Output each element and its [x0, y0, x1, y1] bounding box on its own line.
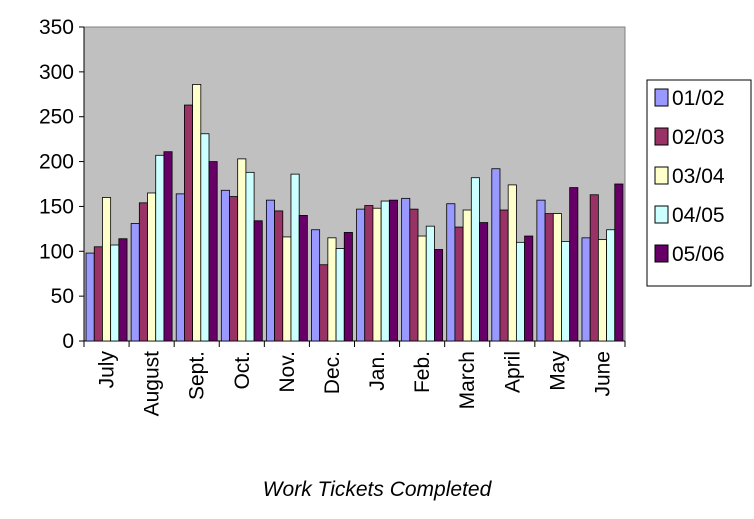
y-tick-label: 150 — [39, 195, 74, 218]
y-tick-label: 250 — [39, 106, 74, 129]
legend-label: 03/04 — [672, 165, 725, 188]
x-tick-label: June — [591, 351, 614, 397]
bar — [327, 237, 337, 342]
bar — [470, 177, 480, 342]
x-tick-label: Sept. — [186, 351, 209, 400]
x-tick-label: Feb. — [411, 351, 434, 393]
x-tick-label: Jan. — [366, 351, 389, 391]
x-tick-label: Oct. — [231, 351, 254, 390]
bar — [155, 154, 165, 342]
bar — [118, 238, 128, 342]
y-tick-label: 300 — [39, 61, 74, 84]
bar — [515, 241, 525, 342]
bar — [561, 241, 571, 342]
legend-swatch — [654, 88, 669, 107]
bar — [491, 168, 501, 342]
bar — [380, 200, 390, 342]
bar — [417, 235, 427, 342]
bar — [479, 222, 489, 342]
legend-swatch — [654, 127, 669, 146]
bar — [229, 196, 239, 342]
legend-swatch — [654, 244, 669, 263]
bar — [446, 203, 456, 342]
bar — [138, 202, 148, 342]
bar — [356, 208, 366, 342]
bar-chart: 0 50 100 150 200 250 300 350 July August Sept. Oct.… — [39, 16, 752, 417]
bar — [253, 220, 263, 342]
bar — [597, 239, 607, 342]
bar — [184, 104, 194, 342]
y-tick-label: 350 — [39, 16, 74, 39]
x-tick-label: July — [96, 351, 119, 389]
bar — [110, 244, 120, 342]
x-tick-label: March — [456, 351, 479, 409]
bar — [192, 84, 202, 342]
bar — [147, 192, 157, 342]
bar — [589, 194, 599, 342]
x-tick-label: Dec. — [321, 351, 344, 394]
bar — [499, 209, 509, 342]
bar — [569, 187, 579, 342]
bar — [364, 205, 374, 342]
bar — [614, 183, 624, 342]
bar — [102, 197, 112, 342]
y-tick-label: 100 — [39, 240, 74, 263]
x-tick-label: Nov. — [276, 351, 299, 393]
legend-label: 04/05 — [672, 204, 725, 227]
y-tick-label: 50 — [51, 285, 74, 308]
bar — [220, 189, 230, 342]
bar — [606, 229, 616, 342]
bar — [335, 248, 345, 342]
bar — [237, 158, 247, 342]
bar — [524, 235, 534, 342]
bar — [298, 214, 308, 342]
bar — [462, 209, 472, 342]
bar — [175, 193, 185, 342]
bar — [93, 246, 103, 342]
bar — [425, 225, 435, 342]
bar — [290, 173, 300, 342]
x-tick-label: May — [546, 351, 569, 391]
bar — [245, 171, 255, 342]
legend-label: 05/06 — [672, 243, 725, 266]
y-tick-label: 200 — [39, 151, 74, 174]
bar — [163, 151, 173, 342]
bar — [208, 161, 218, 342]
bar — [552, 213, 562, 342]
bar — [434, 249, 444, 342]
bar — [85, 252, 95, 342]
bar — [130, 223, 140, 342]
bar — [536, 199, 546, 342]
bar — [265, 199, 275, 342]
bar — [311, 229, 321, 342]
x-tick-label: April — [501, 351, 524, 393]
legend-label: 01/02 — [672, 87, 725, 110]
chart-caption: Work Tickets Completed — [262, 478, 492, 501]
bar — [544, 213, 554, 342]
bar — [388, 199, 398, 342]
bar — [274, 210, 284, 342]
bar — [454, 226, 464, 342]
bar — [343, 232, 353, 342]
y-tick-label: 0 — [62, 330, 74, 353]
bar — [200, 133, 210, 342]
bar — [401, 197, 411, 342]
plot-area — [83, 26, 626, 342]
bar — [581, 237, 591, 342]
bar — [282, 236, 292, 342]
bar — [319, 264, 329, 342]
legend-swatch — [654, 166, 669, 185]
legend-label: 02/03 — [672, 126, 725, 149]
bar — [409, 208, 419, 342]
bar — [507, 184, 517, 342]
bar — [372, 207, 382, 342]
x-tick-label: August — [141, 351, 164, 417]
legend-swatch — [654, 205, 669, 224]
